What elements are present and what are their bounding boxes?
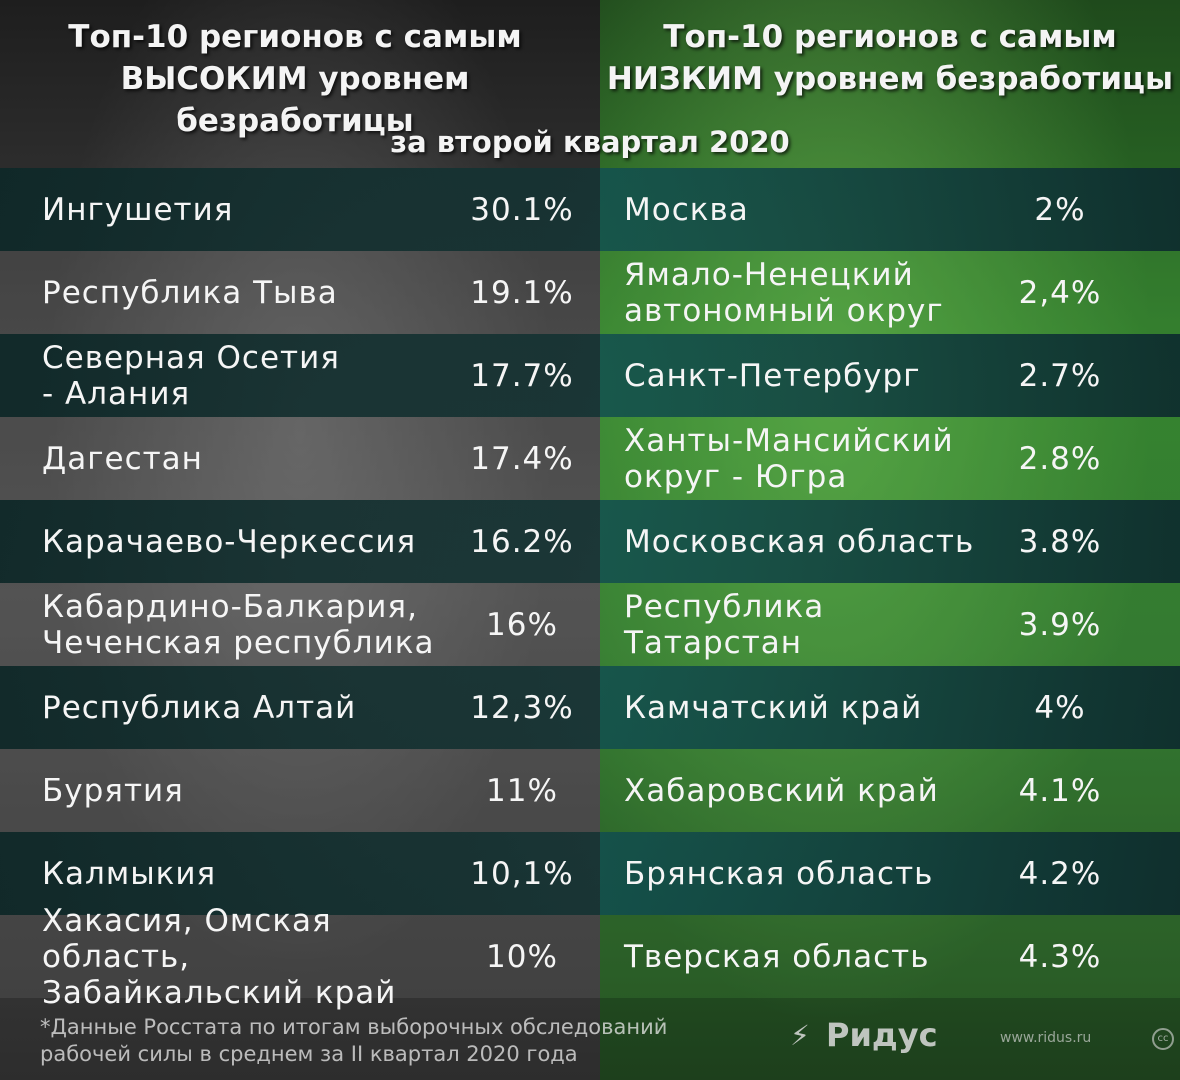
low-region-name: Брянская область [624,855,934,892]
low-region-name: Ханты-Мансийский округ - Югра [624,422,954,495]
high-region-name: Республика Алтай [42,689,357,726]
lightning-icon: ⚡ [790,1018,810,1052]
high-region-value: 17.7% [470,357,574,394]
header-lowest-text: Топ-10 регионов с самым НИЗКИМ уровнем б… [606,19,1174,97]
low-region-value: 2.7% [1018,357,1102,394]
high-region-value: 16.2% [470,523,574,560]
low-region-name: Хабаровский край [624,772,939,809]
high-region-name: Хакасия, Омская область, Забайкальский к… [42,902,397,1011]
high-region-value: 19.1% [470,274,574,311]
row-stripe-right [600,749,1180,832]
row-stripe-left [0,666,600,749]
low-region-name: Камчатский край [624,689,923,726]
ridus-logo: ⚡ Ридус [780,1010,938,1060]
row-stripe-right [600,500,1180,583]
low-region-name: Тверская область [624,938,930,975]
table-row: Бурятия 11% Хабаровский край 4.1% [0,749,1180,832]
high-region-name: Дагестан [42,440,203,477]
high-region-value: 10% [486,938,558,975]
high-region-value: 30.1% [470,191,574,228]
row-stripe-right [600,417,1180,500]
high-region-name: Ингушетия [42,191,234,228]
low-region-value: 2% [1034,191,1086,228]
low-region-value: 3.9% [1018,606,1102,643]
low-region-name: Ямало-Ненецкий автономный округ [624,256,944,329]
row-stripe-left [0,417,600,500]
row-stripe-left [0,832,600,915]
row-stripe-right [600,251,1180,334]
table-row: Республика Алтай 12,3% Камчатский край 4… [0,666,1180,749]
row-stripe-left [0,251,600,334]
row-stripe-left [0,500,600,583]
low-region-value: 4% [1034,689,1086,726]
row-stripe-left [0,749,600,832]
high-region-value: 16% [486,606,558,643]
rankings-table: Ингушетия 30.1% Москва 2% Республика Тыв… [0,168,1180,1011]
low-region-name: Санкт-Петербург [624,357,921,394]
table-row: Северная Осетия - Алания 17.7% Санкт-Пет… [0,334,1180,417]
cc-badge: cc [1152,1028,1174,1050]
low-region-value: 3.8% [1018,523,1102,560]
low-region-name: Московская область [624,523,975,560]
high-region-value: 11% [486,772,558,809]
high-region-name: Калмыкия [42,855,217,892]
row-stripe-left [0,915,600,998]
low-region-name: Республика Татарстан [624,588,825,661]
row-stripe-right [600,583,1180,666]
high-region-name: Северная Осетия - Алания [42,339,340,412]
table-row: Хакасия, Омская область, Забайкальский к… [0,902,1180,1011]
low-region-name: Москва [624,191,749,228]
source-footnote: *Данные Росстата по итогам выборочных об… [40,1015,668,1066]
high-region-name: Кабардино-Балкария, Чеченская республика [42,588,435,661]
low-region-value: 2,4% [1018,274,1102,311]
low-region-value: 4.1% [1018,772,1102,809]
table-row: Калмыкия 10,1% Брянская область 4.2% [0,832,1180,915]
low-region-value: 4.2% [1018,855,1102,892]
high-region-name: Бурятия [42,772,184,809]
row-stripe-right [600,832,1180,915]
high-region-value: 10,1% [470,855,574,892]
row-stripe-left [0,583,600,666]
table-row: Кабардино-Балкария, Чеченская республика… [0,583,1180,666]
row-stripe-right [600,168,1180,251]
table-row: Республика Тыва 19.1% Ямало-Ненецкий авт… [0,251,1180,334]
high-region-name: Карачаево-Черкессия [42,523,417,560]
high-region-name: Республика Тыва [42,274,338,311]
row-stripe-right [600,666,1180,749]
row-stripe-right [600,915,1180,998]
high-region-value: 12,3% [470,689,574,726]
row-stripe-right [600,334,1180,417]
row-stripe-left [0,334,600,417]
period-subheader: за второй квартал 2020 [390,125,790,159]
table-row: Дагестан 17.4% Ханты-Мансийский округ - … [0,417,1180,500]
table-row: Ингушетия 30.1% Москва 2% [0,168,1180,251]
high-region-value: 17.4% [470,440,574,477]
row-stripe-left [0,168,600,251]
table-row: Карачаево-Черкессия 16.2% Московская обл… [0,500,1180,583]
header-highest: Топ-10 регионов с самым ВЫСОКИМ уровнем … [0,16,590,142]
logo-text: Ридус [826,1016,938,1054]
header-highest-text: Топ-10 регионов с самым ВЫСОКИМ уровнем … [68,19,522,139]
low-region-value: 4.3% [1018,938,1102,975]
low-region-value: 2.8% [1018,440,1102,477]
header-lowest: Топ-10 регионов с самым НИЗКИМ уровнем б… [600,16,1180,100]
site-url: www.ridus.ru [1000,1030,1092,1046]
